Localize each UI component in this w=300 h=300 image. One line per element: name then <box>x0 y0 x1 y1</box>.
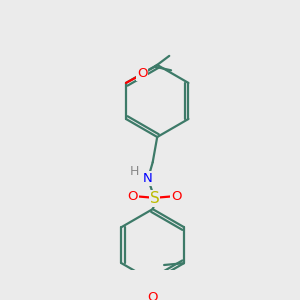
Text: O: O <box>128 190 138 203</box>
Text: S: S <box>150 191 159 206</box>
Text: O: O <box>148 291 158 300</box>
Text: H: H <box>130 165 140 178</box>
Text: O: O <box>137 68 148 80</box>
Text: N: N <box>142 172 152 185</box>
Text: O: O <box>171 190 181 203</box>
